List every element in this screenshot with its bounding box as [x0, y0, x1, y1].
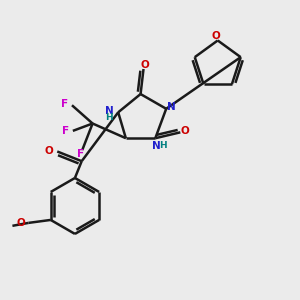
Text: O: O [180, 126, 189, 136]
Text: N: N [105, 106, 114, 116]
Text: O: O [140, 60, 149, 70]
Text: O: O [16, 218, 25, 228]
Text: H: H [159, 141, 167, 150]
Text: H: H [106, 113, 113, 122]
Text: N: N [167, 102, 176, 112]
Text: O: O [44, 146, 53, 156]
Text: F: F [61, 99, 68, 109]
Text: O: O [212, 31, 220, 41]
Text: F: F [62, 126, 69, 136]
Text: N: N [152, 141, 161, 151]
Text: F: F [77, 148, 84, 158]
